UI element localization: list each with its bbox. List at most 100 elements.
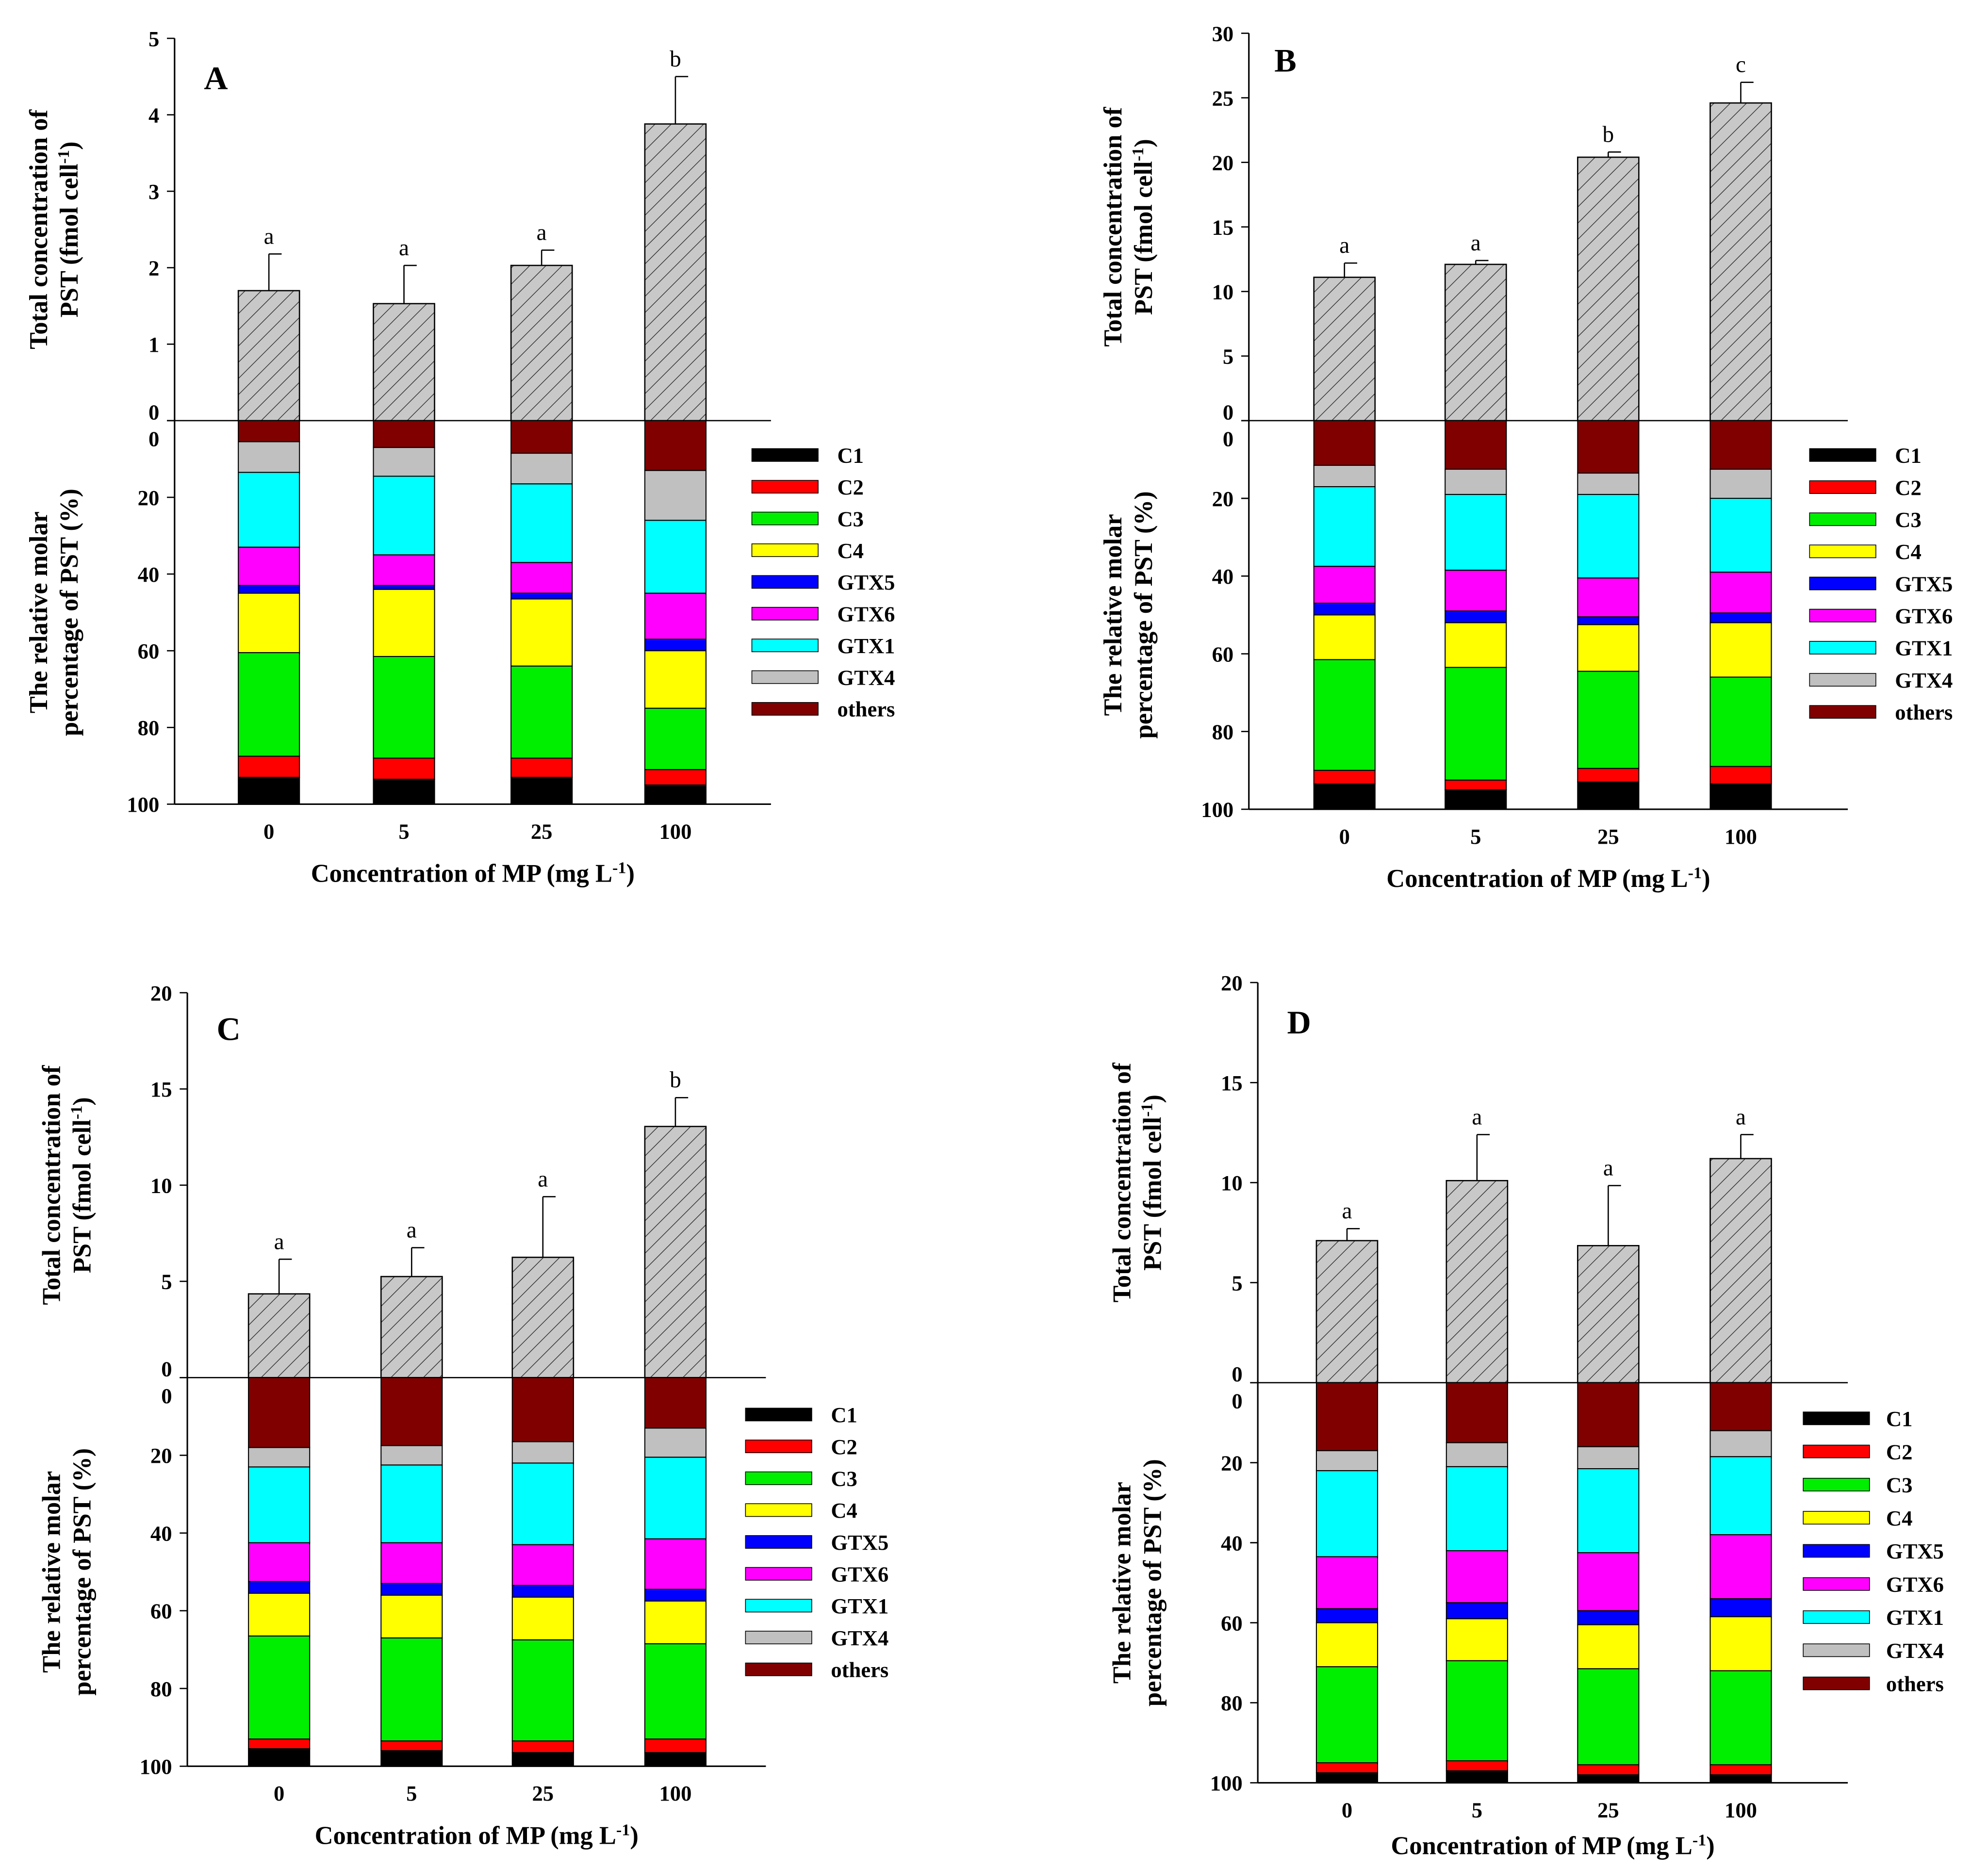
legend-swatch-gtx1 [751, 639, 819, 653]
legend-swatch-c2 [1803, 1444, 1870, 1458]
legend-label: C1 [831, 1403, 857, 1427]
y-tick-label-bottom: 100 [127, 792, 159, 817]
y-tick-label-top: 5 [1232, 1271, 1242, 1295]
total-bar [511, 1257, 575, 1378]
y-tick-label-top: 15 [150, 1077, 172, 1101]
significance-letter: b [1603, 122, 1614, 147]
legend-label: GTX5 [1895, 572, 1953, 596]
segment-gtx1 [644, 1457, 707, 1539]
segment-c3 [1315, 1666, 1379, 1764]
x-tick-label: 5 [406, 1781, 417, 1805]
y-axis-title-top: PST (fmol cell-1) [1129, 139, 1158, 315]
segment-gtx4 [1313, 464, 1376, 488]
y-tick-label-bottom: 40 [150, 1521, 172, 1545]
segment-gtx1 [1313, 486, 1376, 567]
legend-label: GTX1 [837, 634, 895, 658]
x-tick-label: 0 [274, 1781, 284, 1805]
segment-gtx5 [238, 585, 300, 594]
total-bar [380, 1276, 443, 1378]
legend-swatch-c4 [1809, 544, 1876, 558]
total-bar [1709, 1158, 1772, 1384]
legend-swatch-c4 [751, 543, 819, 557]
total-bar [237, 290, 300, 422]
legend-swatch-gtx6 [1803, 1577, 1870, 1591]
total-bar [1315, 1240, 1379, 1384]
y-tick-label-bottom: 20 [1212, 487, 1234, 511]
segment-gtx1 [511, 1462, 574, 1545]
segment-gtx5 [644, 1589, 707, 1602]
legend-swatch-gtx5 [745, 1535, 812, 1549]
segment-c4 [510, 598, 573, 667]
segment-c2 [1315, 1762, 1379, 1773]
legend-swatch-c3 [1809, 512, 1876, 526]
segment-gtx1 [248, 1466, 311, 1543]
panel-label: A [204, 60, 228, 97]
segment-c4 [1315, 1622, 1379, 1668]
segment-gtx5 [373, 585, 435, 590]
y-tick-label-top: 0 [161, 1357, 172, 1381]
y-axis-title-bottom: The relative molar [37, 1471, 66, 1673]
legend-swatch-gtx1 [1803, 1610, 1870, 1624]
segment-others [1446, 1382, 1508, 1443]
legend-swatch-c1 [1809, 448, 1876, 462]
y-tick-label-bottom: 0 [1223, 426, 1233, 451]
legend-swatch-gtx4 [745, 1631, 812, 1644]
legend-label: C3 [831, 1466, 857, 1490]
significance-letter: a [537, 220, 547, 246]
y-tick-label-bottom: 80 [138, 716, 160, 740]
total-bar [644, 123, 707, 422]
y-tick-label-top: 0 [148, 400, 159, 424]
segment-c2 [510, 757, 573, 778]
legend-label: GTX5 [1886, 1539, 1944, 1563]
x-tick-label: 100 [659, 819, 691, 843]
total-bar [1313, 277, 1376, 422]
y-tick-label-bottom: 0 [161, 1384, 172, 1408]
panel-A: A 0 1 2 3 4 5 0 20 40 60 80 100 Total concentration o… [25, 27, 895, 888]
segment-gtx5 [510, 592, 573, 600]
segment-c1 [1315, 1772, 1379, 1784]
segment-gtx5 [1709, 1598, 1772, 1618]
segment-gtx1 [380, 1464, 443, 1543]
segment-c1 [644, 1752, 707, 1767]
segment-gtx1 [1445, 494, 1507, 571]
legend-label: C4 [1895, 540, 1922, 564]
segment-c1 [644, 784, 707, 805]
y-tick-label-top: 15 [1212, 215, 1234, 239]
y-axis-title-top: PST (fmol cell-1) [67, 1097, 96, 1273]
legend-label: GTX1 [831, 1594, 888, 1618]
segment-gtx6 [510, 562, 573, 594]
significance-letter: c [1736, 52, 1746, 78]
segment-gtx5 [1709, 612, 1772, 623]
y-tick-label-bottom: 100 [140, 1754, 172, 1779]
legend-swatch-c4 [1803, 1511, 1870, 1525]
legend-label: others [837, 697, 895, 721]
segment-c4 [1313, 614, 1376, 660]
legend-label: C1 [1886, 1407, 1913, 1431]
y-tick-label-top: 30 [1212, 21, 1234, 46]
segment-c2 [1709, 1764, 1772, 1775]
segment-gtx4 [1446, 1442, 1508, 1467]
segment-others [1315, 1382, 1379, 1452]
significance-letter: a [1472, 1104, 1482, 1130]
y-tick-label-bottom: 100 [1210, 1771, 1243, 1795]
significance-letter: b [670, 1067, 681, 1093]
segment-c4 [1577, 1624, 1640, 1670]
y-axis-title-top: Total concentration of [1108, 1063, 1136, 1303]
x-tick-label: 100 [659, 1781, 691, 1805]
legend-swatch-gtx1 [1809, 641, 1876, 655]
segment-gtx1 [1577, 1468, 1640, 1554]
segment-c2 [248, 1738, 311, 1750]
segment-c2 [373, 757, 435, 780]
segment-c3 [248, 1635, 311, 1740]
segment-c4 [1709, 622, 1772, 678]
segment-c1 [511, 1752, 574, 1767]
segment-c3 [380, 1637, 443, 1742]
total-bar [1577, 1245, 1640, 1384]
y-tick-label-top: 3 [148, 180, 159, 204]
legend-label: C3 [1886, 1473, 1913, 1497]
legend-label: GTX4 [831, 1626, 888, 1650]
segment-c3 [1445, 667, 1507, 781]
segment-c1 [1313, 783, 1376, 810]
y-axis-title-bottom: percentage of PST (%) [55, 489, 83, 736]
legend-label: C4 [837, 539, 864, 563]
